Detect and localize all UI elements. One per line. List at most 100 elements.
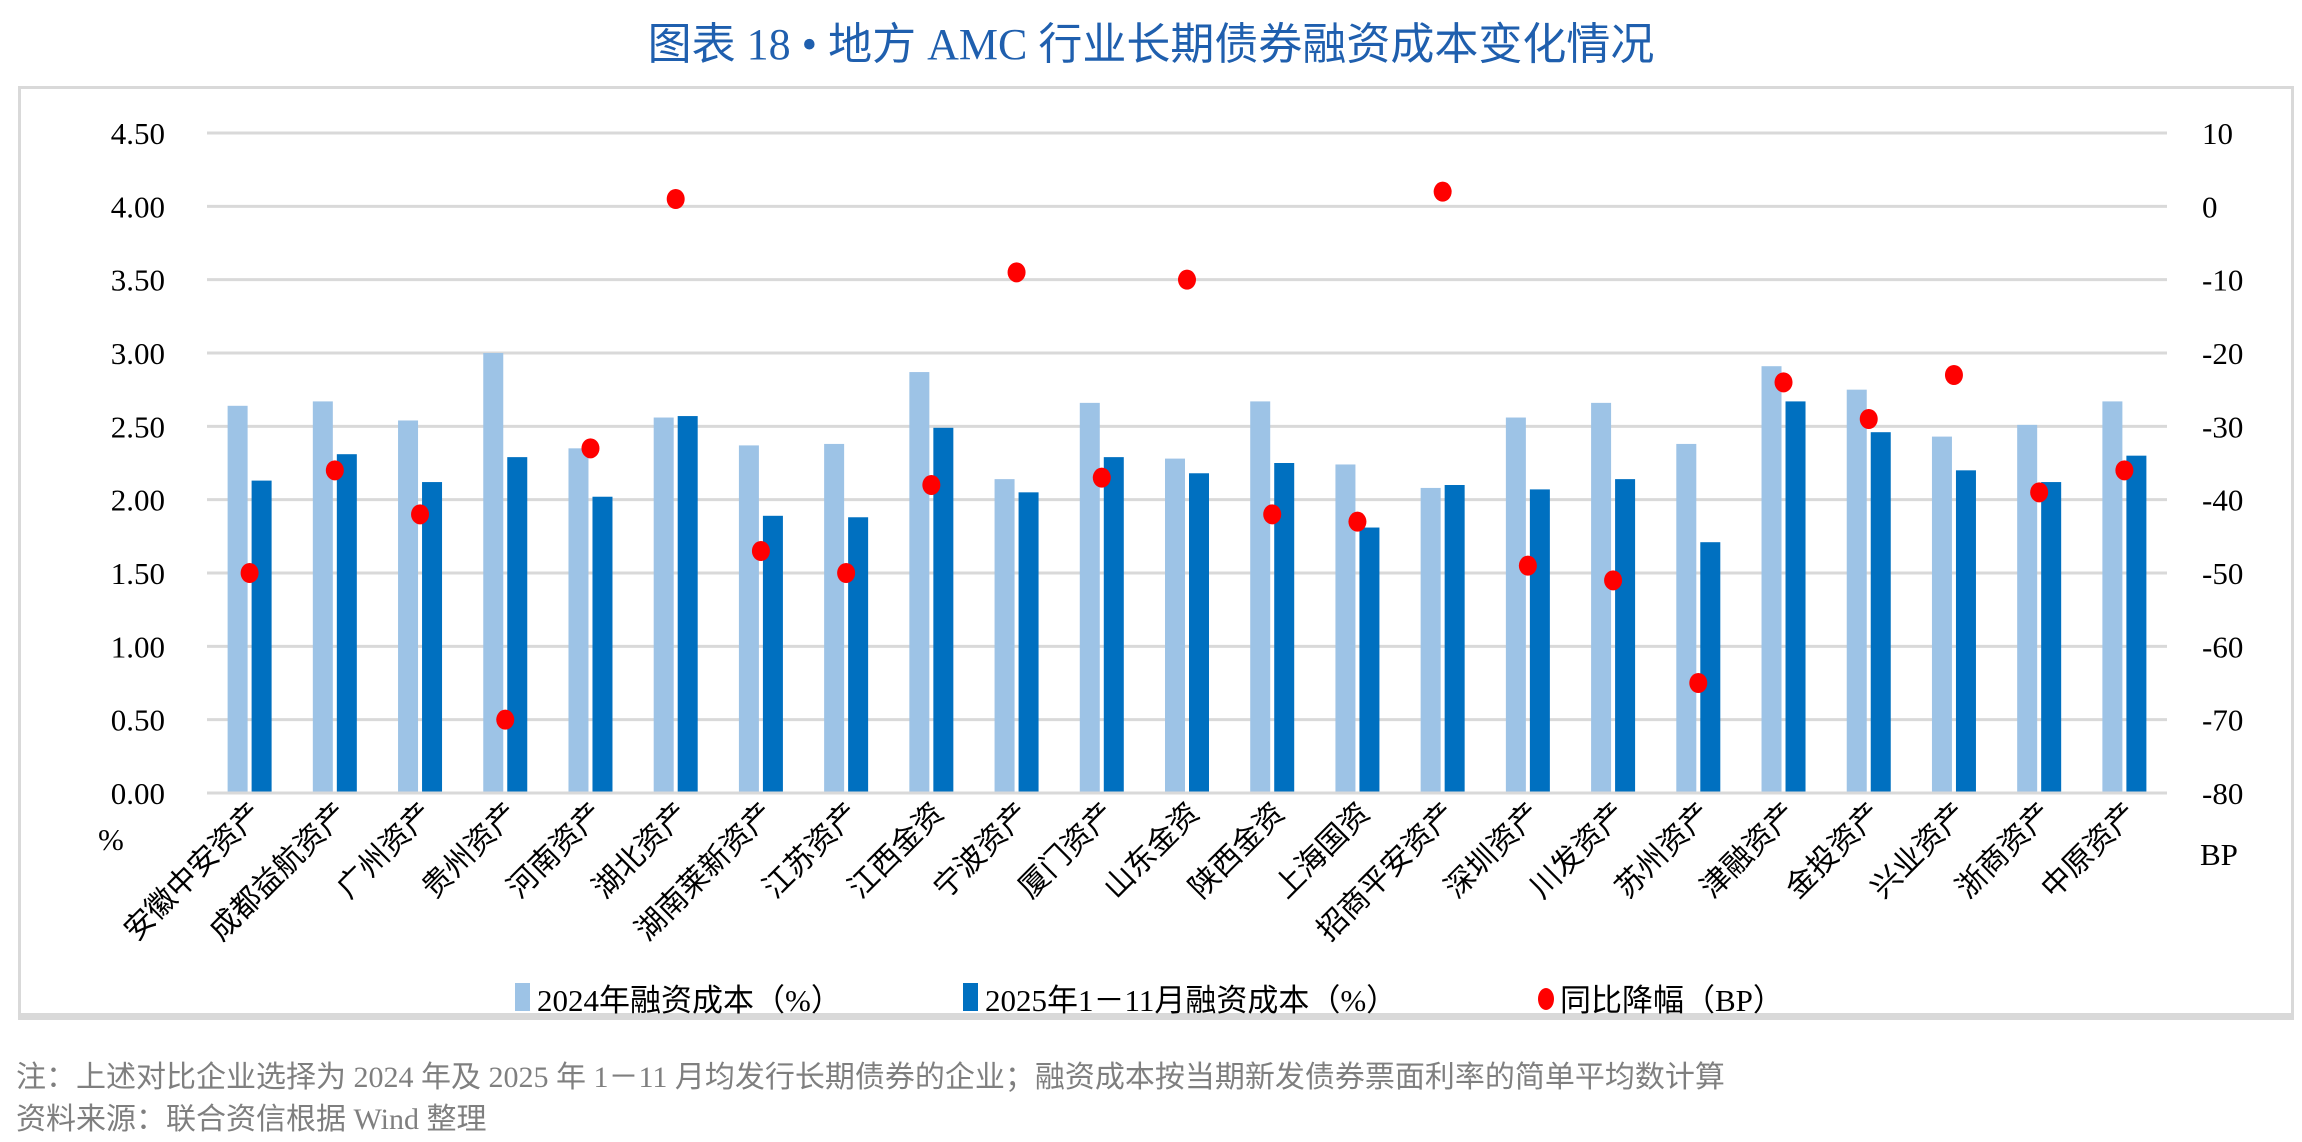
bar-2025 [1359, 527, 1380, 793]
y-right-tick-label: -80 [2202, 776, 2243, 811]
chart-title: 图表 18 • 地方 AMC 行业长期债券融资成本变化情况 [647, 20, 1655, 69]
bar-2024 [1591, 402, 1612, 793]
bar-2024 [1931, 436, 1952, 793]
bar-2025 [1018, 492, 1039, 793]
legend-label: 同比降幅（BP） [1560, 983, 1784, 1018]
y-right-axis-label: BP [2200, 837, 2238, 872]
bp-point [1859, 409, 1878, 429]
bar-2025 [1444, 485, 1465, 793]
y-left-tick-label: 3.50 [111, 263, 165, 298]
bp-point [325, 460, 344, 481]
legend-swatch [1538, 988, 1554, 1010]
bp-point [666, 189, 685, 209]
bp-point [240, 563, 259, 583]
chart-source: 资料来源：联合资信根据 Wind 整理 [16, 1103, 487, 1136]
chart-frame [18, 86, 2294, 1016]
bar-2024 [824, 443, 845, 793]
y-left-tick-label: 4.50 [111, 116, 165, 151]
bar-2024 [1420, 487, 1441, 793]
y-right-tick-label: -50 [2202, 556, 2243, 591]
bp-point [1092, 467, 1111, 488]
bar-2024 [1761, 366, 1782, 793]
bp-point [1774, 372, 1793, 393]
y-left-tick-label: 0.00 [111, 776, 165, 811]
bar-2024 [1505, 417, 1526, 793]
y-right-tick-label: 0 [2202, 189, 2218, 224]
bp-point [922, 475, 941, 495]
bar-2024 [994, 479, 1015, 793]
bar-2025 [1189, 473, 1209, 793]
bp-point [1518, 555, 1537, 576]
y-left-tick-label: 2.50 [111, 409, 165, 444]
bar-2025 [1103, 457, 1124, 793]
bar-2024 [1250, 401, 1271, 793]
bar-2025 [422, 482, 443, 793]
bar-2024 [568, 448, 589, 793]
bp-point [1263, 504, 1282, 525]
y-right-tick-label: -30 [2202, 409, 2243, 444]
bar-2024 [1165, 458, 1185, 793]
y-right-tick-label: -70 [2202, 703, 2243, 738]
y-left-tick-label: 1.50 [111, 556, 165, 591]
y-right-tick-label: -20 [2202, 336, 2243, 371]
bar-2024 [738, 445, 759, 793]
bp-point [1433, 181, 1452, 202]
bar-2025 [336, 454, 357, 793]
bar-2025 [2126, 455, 2147, 793]
y-right-tick-label: -40 [2202, 483, 2243, 518]
bar-2025 [1785, 401, 1806, 793]
bar-2025 [592, 496, 613, 793]
bp-point [2115, 460, 2134, 481]
legend-swatch [963, 983, 978, 1011]
bar-2025 [1700, 542, 1721, 793]
bar-2025 [933, 427, 954, 793]
bar-2024 [227, 405, 248, 793]
bp-point [1944, 365, 1963, 385]
bp-point [751, 541, 770, 561]
y-left-tick-label: 0.50 [111, 703, 165, 738]
bar-2024 [2017, 424, 2038, 793]
bar-2024 [653, 417, 674, 793]
y-right-tick-label: -60 [2202, 629, 2243, 664]
bar-2025 [1274, 463, 1295, 793]
y-left-tick-label: 4.00 [111, 189, 165, 224]
bar-2025 [1955, 470, 1976, 793]
bar-2024 [909, 372, 930, 793]
bp-point [2030, 482, 2049, 503]
bar-2025 [1615, 479, 1636, 793]
bar-2024 [1335, 464, 1356, 793]
bar-2025 [2041, 482, 2062, 793]
bp-point [1604, 570, 1623, 591]
y-left-tick-label: 3.00 [111, 336, 165, 371]
bar-2025 [677, 416, 698, 793]
bar-2025 [507, 457, 528, 793]
bar-2025 [1529, 489, 1550, 793]
bar-2025 [1870, 432, 1891, 793]
bar-2024 [2102, 401, 2123, 793]
legend-label: 2025年1－11月融资成本（%） [985, 983, 1397, 1018]
bar-2025 [762, 515, 783, 793]
bar-2025 [251, 480, 272, 793]
y-left-axis-label: % [98, 822, 124, 857]
bar-2025 [848, 517, 869, 793]
bp-point [1178, 269, 1196, 290]
bp-point [1348, 511, 1367, 532]
bar-2024 [1079, 402, 1100, 793]
bp-point [411, 504, 430, 525]
bar-2024 [483, 353, 504, 793]
bp-point [1007, 262, 1026, 283]
legend-swatch [515, 983, 530, 1011]
bar-2024 [1676, 443, 1697, 793]
bp-point [837, 563, 856, 583]
bp-point [1689, 673, 1708, 693]
legend-label: 2024年融资成本（%） [537, 983, 842, 1018]
bar-2024 [1846, 389, 1867, 793]
y-right-tick-label: -10 [2202, 263, 2243, 298]
category-label: 中原资产 [2035, 797, 2143, 905]
chart-note: 注：上述对比企业选择为 2024 年及 2025 年 1－11 月均发行长期债券… [16, 1061, 1725, 1094]
bar-2024 [312, 401, 333, 793]
y-right-tick-label: 10 [2202, 116, 2233, 151]
bar-2024 [398, 420, 419, 793]
bp-point [496, 709, 515, 730]
